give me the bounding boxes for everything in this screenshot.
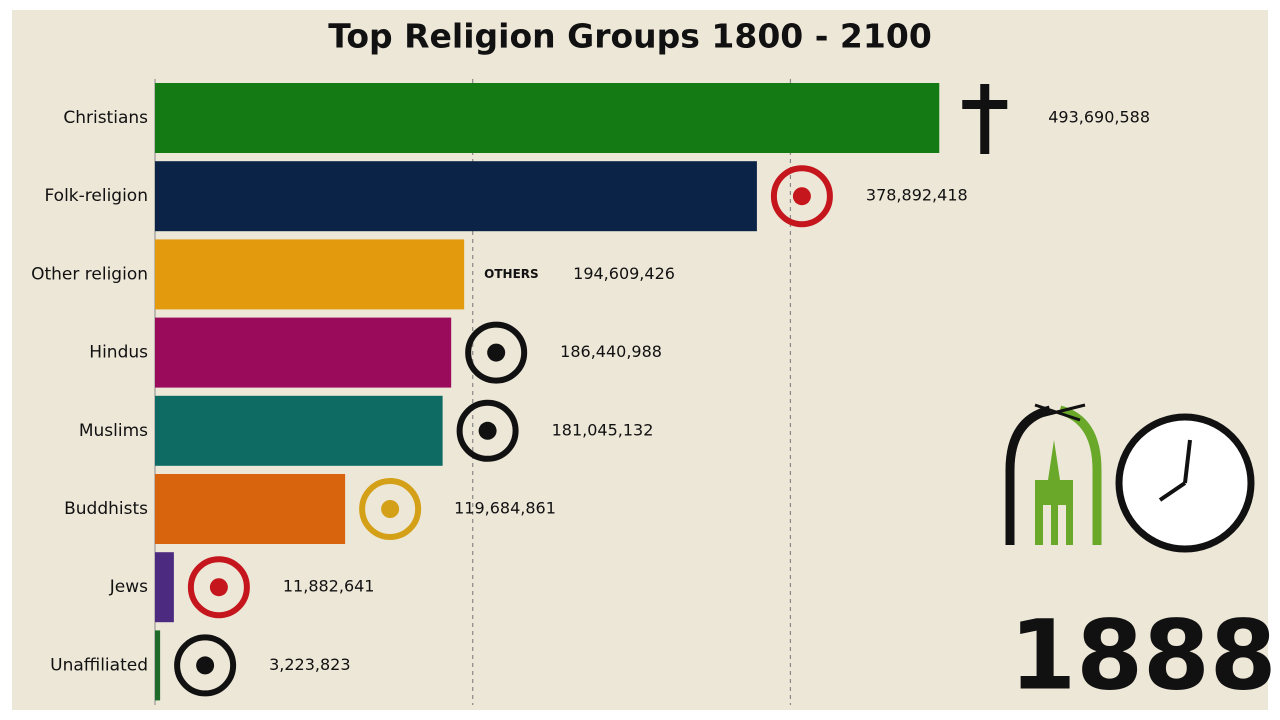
icon-part: [187, 556, 250, 619]
icon-label: OTHERS: [484, 267, 539, 281]
icon-part: [381, 500, 400, 518]
religion-icon: [174, 634, 237, 697]
icon-part: [456, 399, 519, 462]
religion-icon: [359, 478, 422, 540]
value-label: 11,882,641: [283, 577, 375, 596]
icon-part: [792, 187, 811, 206]
religion-icon: [456, 399, 519, 462]
icon-part: [359, 478, 422, 540]
bar: [155, 317, 452, 388]
value-label: 186,440,988: [560, 342, 662, 361]
icon-part: [770, 165, 833, 228]
y-tick-label: Hindus: [89, 343, 148, 363]
y-tick-label: Folk-religion: [45, 186, 149, 206]
value-label: 181,045,132: [552, 420, 654, 439]
icon-part: [962, 100, 1008, 109]
y-tick-label: Jews: [109, 577, 148, 597]
clock: [1115, 413, 1255, 553]
icon-part: [209, 578, 228, 597]
value-label: 3,223,823: [269, 655, 350, 674]
icon-part: [487, 343, 506, 362]
bar: [155, 630, 161, 701]
bar: [155, 161, 757, 232]
bar: [155, 552, 174, 623]
religion-icon: [962, 84, 1008, 154]
icon-part: [980, 84, 990, 154]
value-label: 119,684,861: [454, 499, 556, 518]
y-tick-label: Other religion: [31, 264, 148, 284]
religion-icon: [770, 165, 833, 228]
icon-part: [174, 634, 237, 697]
value-label: 378,892,418: [866, 186, 968, 205]
icon-part: [465, 321, 528, 384]
icon-part: [478, 421, 497, 440]
bar: [155, 83, 940, 153]
value-label: 493,690,588: [1048, 108, 1150, 127]
religion-icon: [465, 321, 528, 384]
y-tick-label: Buddhists: [64, 499, 148, 519]
value-label: 194,609,426: [573, 264, 675, 283]
religion-icon: [187, 556, 250, 619]
chart-title: Top Religion Groups 1800 - 2100: [328, 17, 932, 56]
bar: [155, 395, 443, 466]
y-tick-label: Muslims: [79, 421, 148, 441]
y-tick-label: Christians: [63, 108, 148, 128]
religion-icon: OTHERS: [484, 267, 539, 281]
year-label: 1888: [1009, 599, 1276, 711]
logo: [1005, 403, 1102, 545]
bar: [155, 239, 465, 310]
bar: [155, 474, 346, 544]
icon-part: [196, 656, 215, 675]
y-tick-label: Unaffiliated: [50, 655, 148, 675]
